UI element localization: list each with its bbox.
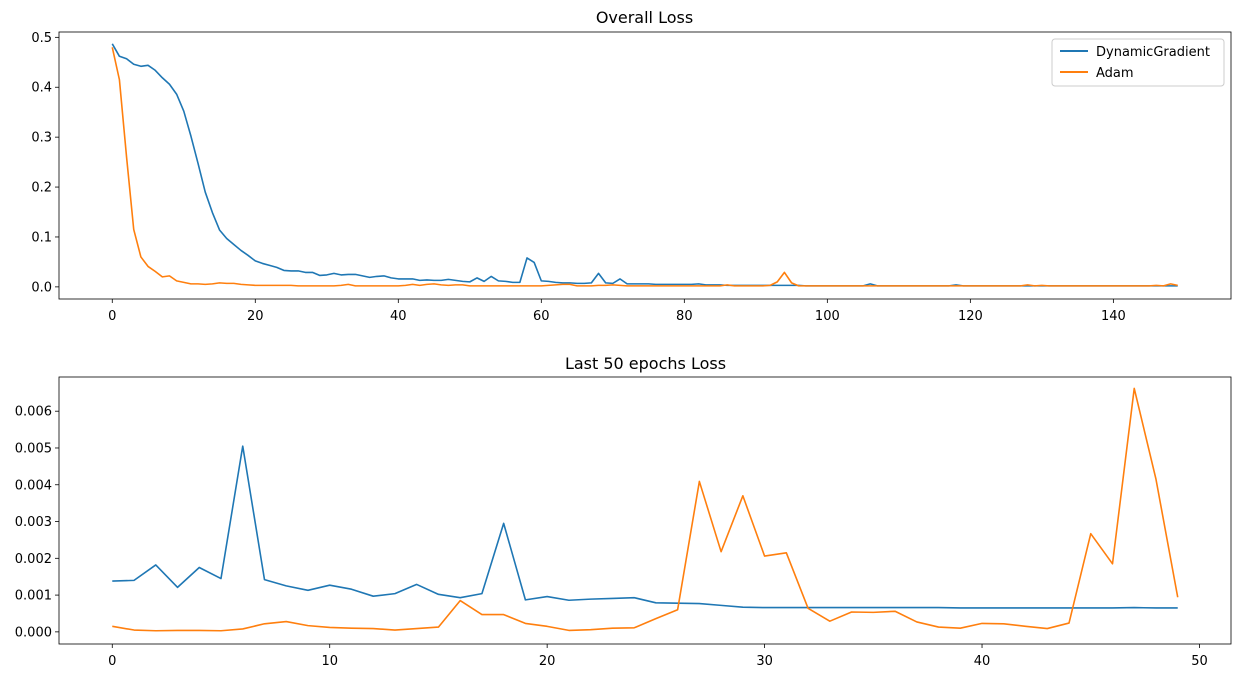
x-tick-label: 140: [1101, 309, 1126, 324]
plot-area: [112, 387, 1179, 632]
legend: DynamicGradient Adam: [1051, 38, 1225, 87]
y-tick-label: 0.001: [15, 589, 52, 604]
x-tick-label: 50: [1191, 654, 1208, 669]
x-tick-label: 0: [108, 309, 116, 324]
overall-loss-chart: Overall Loss 0.0 0.1 0.2 0.3 0.4 0.5 0 20 40 60 8…: [31, 8, 1232, 324]
x-tick-label: 30: [756, 654, 773, 669]
y-axis: 0.000 0.001 0.002 0.003 0.004 0.005 0.006: [15, 405, 59, 640]
y-tick-label: 0.004: [15, 478, 52, 493]
y-tick-label: 0.003: [15, 515, 52, 530]
series-line-adam: [111, 47, 1178, 287]
last-50-epochs-loss-chart: Last 50 epochs Loss 0.000 0.001 0.002 0.003…: [15, 354, 1232, 669]
plot-area: [111, 43, 1178, 287]
chart-title: Last 50 epochs Loss: [565, 354, 726, 373]
x-tick-label: 40: [390, 309, 407, 324]
x-tick-label: 60: [533, 309, 550, 324]
axes-frame: [58, 31, 1232, 300]
x-tick-label: 20: [247, 309, 264, 324]
y-tick-label: 0.1: [31, 230, 52, 245]
y-tick-label: 0.005: [15, 441, 52, 456]
x-tick-label: 0: [108, 654, 116, 669]
y-tick-label: 0.3: [31, 131, 52, 146]
x-axis: 0 20 40 60 80 100 120 140: [108, 299, 1126, 324]
series-line-dynamicgradient: [111, 43, 1178, 287]
y-tick-label: 0.006: [15, 405, 52, 420]
x-tick-label: 80: [676, 309, 693, 324]
legend-label-dynamicgradient: DynamicGradient: [1096, 45, 1210, 60]
x-tick-label: 120: [958, 309, 983, 324]
x-tick-label: 40: [974, 654, 991, 669]
x-tick-label: 10: [321, 654, 338, 669]
y-tick-label: 0.2: [31, 181, 52, 196]
x-axis: 0 10 20 30 40 50: [108, 644, 1208, 669]
y-tick-label: 0.4: [31, 81, 52, 96]
y-tick-label: 0.5: [31, 31, 52, 46]
y-tick-label: 0.0: [31, 280, 52, 295]
series-line-series-0: [112, 445, 1178, 609]
axes-frame: [58, 376, 1232, 645]
legend-label-adam: Adam: [1096, 66, 1134, 81]
legend-box: [1051, 38, 1225, 87]
x-tick-label: 100: [815, 309, 840, 324]
x-tick-label: 20: [539, 654, 556, 669]
y-tick-label: 0.002: [15, 552, 52, 567]
series-line-series-1: [112, 387, 1179, 632]
chart-title: Overall Loss: [596, 8, 693, 27]
y-tick-label: 0.000: [15, 625, 52, 640]
y-axis: 0.0 0.1 0.2 0.3 0.4 0.5: [31, 31, 59, 295]
